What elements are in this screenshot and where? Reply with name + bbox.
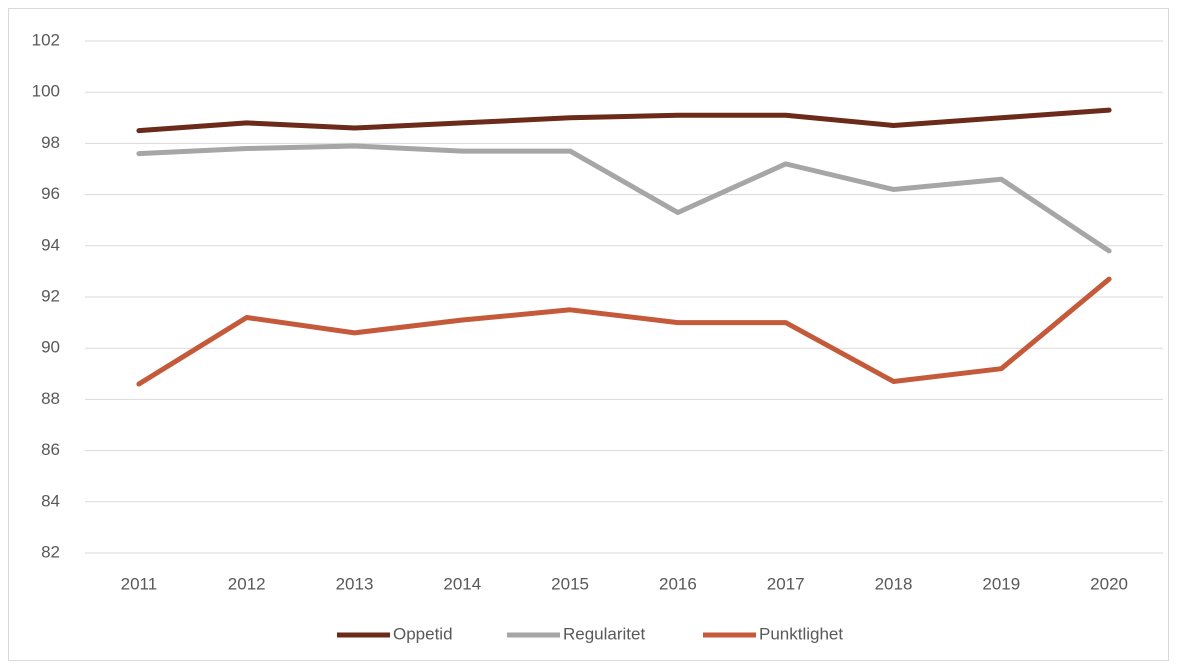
legend-label: Oppetid — [393, 624, 453, 643]
series-line — [136, 276, 1112, 387]
y-tick-label: 102 — [32, 30, 60, 49]
legend-label: Regularitet — [563, 624, 645, 643]
x-tick-label: 2016 — [659, 574, 697, 593]
y-tick-label: 88 — [41, 389, 60, 408]
x-tick-label: 2017 — [767, 574, 805, 593]
y-tick-label: 98 — [41, 133, 60, 152]
x-tick-label: 2015 — [551, 574, 589, 593]
x-tick-label: 2014 — [443, 574, 481, 593]
x-tick-label: 2011 — [121, 574, 158, 593]
x-tick-label: 2013 — [336, 574, 374, 593]
y-tick-label: 84 — [41, 491, 60, 510]
x-tick-label: 2012 — [228, 574, 266, 593]
series-line — [136, 143, 1112, 254]
y-tick-label: 94 — [41, 235, 60, 254]
x-tick-label: 2018 — [875, 574, 913, 593]
y-tick-label: 92 — [41, 286, 60, 305]
y-tick-label: 86 — [41, 440, 60, 459]
y-tick-label: 96 — [41, 184, 60, 203]
y-tick-label: 100 — [32, 82, 60, 101]
y-tick-label: 82 — [41, 542, 60, 561]
y-tick-label: 90 — [41, 338, 60, 357]
chart-border — [8, 8, 1169, 661]
x-tick-label: 2020 — [1090, 574, 1128, 593]
legend-label: Punktlighet — [759, 624, 843, 643]
x-tick-label: 2019 — [982, 574, 1020, 593]
series-line — [136, 107, 1112, 134]
